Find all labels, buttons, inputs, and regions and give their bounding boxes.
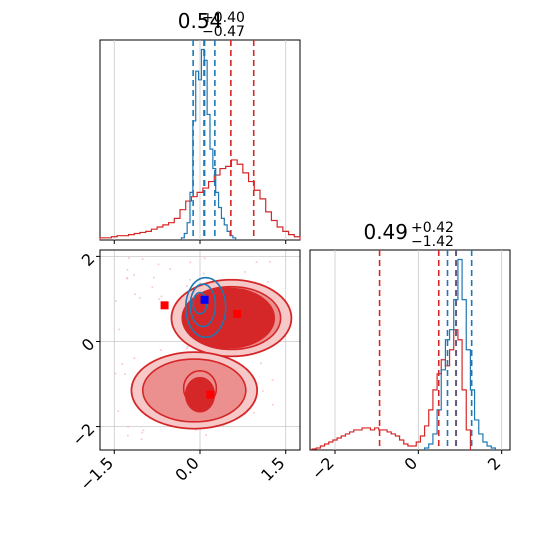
joint-scatter-point: [188, 278, 191, 281]
joint-xtick-label: 0.0: [171, 453, 202, 484]
joint-scatter-point: [140, 438, 143, 441]
joint-scatter-point: [159, 349, 162, 352]
joint-scatter-point: [134, 293, 137, 296]
joint-ytick-label: 0: [78, 334, 99, 355]
joint-red-marker: [206, 390, 215, 399]
joint-scatter-point: [141, 258, 144, 261]
joint-scatter-point: [205, 433, 208, 436]
joint-xtick-label: −1.5: [76, 453, 117, 494]
joint-scatter-point: [157, 263, 160, 266]
hist-title-param2-value: 0.49: [363, 220, 408, 244]
joint-blue-contour: [184, 276, 227, 339]
joint-scatter-point: [128, 257, 131, 260]
p2-xtick-label: −2: [308, 453, 338, 483]
joint-scatter-point: [271, 403, 274, 406]
joint-scatter-point: [185, 347, 188, 350]
joint-scatter-point: [243, 270, 246, 273]
hist-panel-param2: −2 0 2 0.49 +0.42 −1.42: [308, 220, 511, 484]
joint-scatter-point: [268, 260, 271, 263]
hist-title-param2-plus: +0.42: [411, 220, 454, 236]
p1-blue-histogram: [180, 48, 237, 240]
hist-title-param1-plus: +0.40: [202, 10, 245, 26]
p2-xtick-label: 2: [484, 453, 505, 474]
joint-scatter-point: [202, 272, 205, 275]
joint-scatter-point: [253, 411, 256, 414]
joint-scatter-point: [189, 261, 192, 264]
joint-scatter-point: [151, 286, 154, 289]
hist-panel-param2-frame: [309, 249, 511, 451]
joint-scatter-point: [133, 357, 136, 360]
joint-scatter-point: [186, 345, 189, 348]
joint-scatter-point: [126, 268, 129, 271]
joint-scatter-point: [260, 362, 263, 365]
joint-scatter-point: [127, 425, 130, 428]
hist-title-param1: 0.54: [178, 9, 223, 33]
hist-title-param1-value: 0.54: [178, 9, 223, 33]
joint-red-marker: [233, 309, 242, 318]
joint-scatter-point: [126, 434, 129, 437]
joint-scatter-point: [138, 296, 141, 299]
joint-scatter-point: [271, 378, 274, 381]
joint-red-marker: [160, 301, 169, 310]
joint-scatter-point: [186, 284, 189, 287]
joint-scatter-point: [133, 273, 136, 276]
joint-ytick-label: −2: [68, 420, 98, 450]
joint-scatter-point: [126, 277, 129, 280]
p1-red-histogram: [99, 159, 301, 240]
joint-scatter-point: [121, 362, 124, 365]
hist-title-param2: 0.49: [363, 220, 408, 244]
joint-scatter-point: [169, 268, 172, 271]
joint-scatter-point: [152, 276, 155, 279]
joint-scatter-point: [123, 373, 126, 376]
joint-panel: −1.5 0.0 1.5 −2 0 2: [68, 249, 301, 494]
p2-blue-histogram: [423, 258, 497, 450]
joint-scatter-point: [114, 372, 117, 375]
joint-scatter-point: [266, 280, 269, 283]
hist-title-param1-minus: −0.47: [202, 24, 245, 40]
hist-title-param2-minus: −1.42: [411, 234, 454, 250]
joint-scatter-point: [117, 410, 120, 413]
joint-scatter-point: [255, 261, 258, 264]
joint-scatter-point: [261, 389, 264, 392]
joint-xtick-label: 1.5: [257, 453, 288, 484]
joint-scatter-point: [203, 257, 206, 260]
joint-scatter-point: [160, 295, 163, 298]
joint-scatter-point: [141, 431, 144, 434]
joint-blue-marker: [200, 295, 209, 304]
joint-ytick-label: 2: [78, 249, 99, 270]
joint-blue-contour: [189, 283, 217, 328]
joint-scatter-point: [118, 328, 121, 331]
joint-scatter-point: [142, 429, 145, 432]
joint-red-contour-inner: [182, 287, 276, 349]
joint-scatter-point: [114, 299, 117, 302]
p2-xtick-label: 0: [401, 453, 422, 474]
hist-panel-param1: 0.54 +0.40 −0.47: [99, 9, 301, 244]
joint-scatter-point: [158, 298, 161, 301]
